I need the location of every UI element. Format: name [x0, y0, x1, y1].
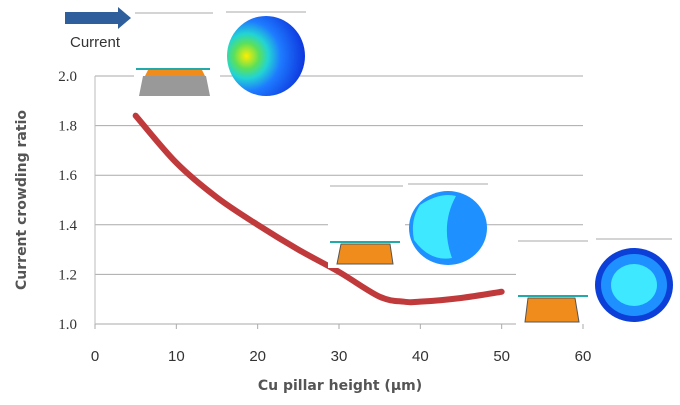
x-tick-label: 20	[249, 348, 266, 365]
x-tick-label: 30	[331, 348, 348, 365]
chart: Current Cu pillar height (μm) Current cr…	[0, 0, 680, 405]
y-tick-label: 1.8	[58, 119, 77, 135]
x-tick-label: 60	[575, 348, 592, 365]
y-tick-label: 1.6	[58, 168, 77, 184]
insets: Current	[65, 7, 676, 326]
inset-pillar	[139, 76, 210, 96]
y-tick-label: 1.2	[58, 267, 77, 283]
x-tick-label: 50	[493, 348, 510, 365]
annotation: Current	[70, 34, 121, 51]
y-axis-title: Current crowding ratio	[14, 110, 30, 290]
x-tick-label: 0	[91, 348, 99, 365]
inset-pillar	[337, 244, 393, 264]
inset-pad	[145, 70, 205, 76]
inset-map	[227, 16, 305, 96]
x-tick-label: 10	[168, 348, 185, 365]
inset-pillar	[525, 298, 579, 322]
y-tick-label: 2.0	[58, 69, 77, 85]
y-tick-label: 1.4	[58, 218, 77, 234]
inset-map	[611, 264, 657, 306]
current-arrow	[65, 7, 131, 29]
x-axis-title: Cu pillar height (μm)	[258, 378, 422, 394]
y-tick-label: 1.0	[58, 317, 77, 333]
x-tick-label: 40	[412, 348, 429, 365]
